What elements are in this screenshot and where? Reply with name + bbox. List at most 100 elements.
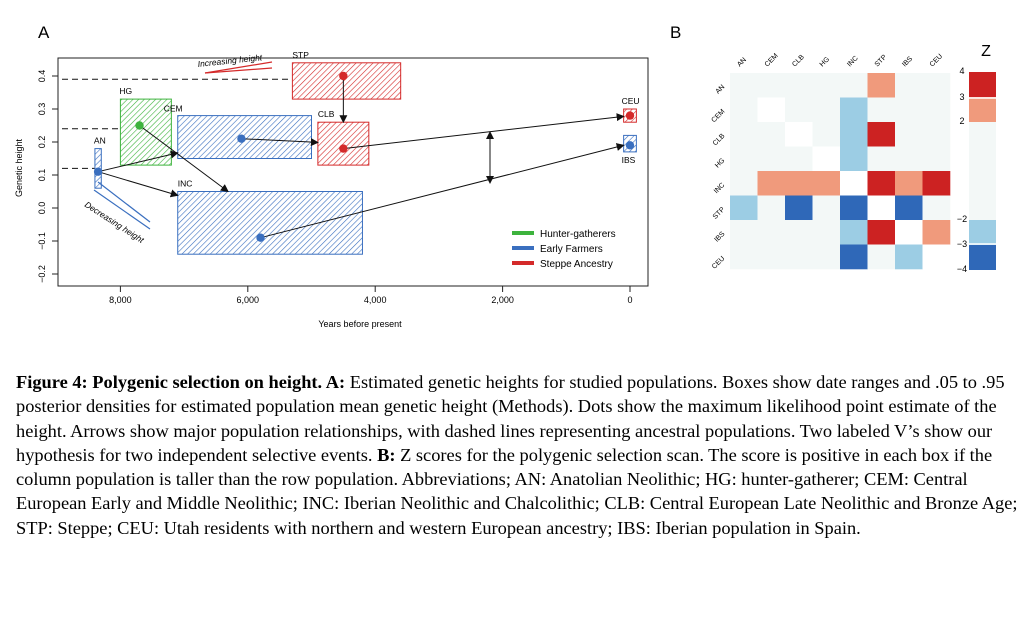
arrow-an-inc [97, 171, 179, 198]
point-ibs [625, 141, 635, 150]
heatmap-cell [867, 195, 896, 221]
increasing-line-lower [204, 67, 273, 74]
arrow-clb-ceu [343, 113, 625, 150]
heatmap-cell [867, 171, 896, 196]
box-hg [119, 98, 172, 166]
heatmap-cell [922, 171, 951, 196]
colorbar-tick-label: 2 [959, 116, 964, 126]
column-label-stp: STP [874, 54, 889, 69]
heatmap-cell [730, 97, 758, 123]
heatmap-cell [757, 244, 786, 270]
y-tick-label: −0.2 [37, 265, 47, 283]
y-tick-label: 0.0 [37, 202, 47, 215]
ancestral-dashed-lines [62, 78, 293, 169]
heatmap-cell [840, 146, 868, 172]
legend-label-early-farmers: Early Farmers [540, 244, 603, 255]
row-label-ibs: IBS [713, 230, 726, 243]
colorbar-segment [969, 72, 996, 97]
heatmap-cell [840, 122, 868, 147]
colorbar-tick-label: −3 [957, 239, 967, 249]
colorbar-segment [969, 97, 996, 122]
row-label-hg: HG [714, 157, 726, 169]
colorbar-segment [969, 122, 996, 220]
x-axis-label: Years before present [318, 319, 402, 329]
heatmap-cell [812, 146, 841, 172]
colorbar-title: Z [981, 43, 991, 60]
heatmap-cell [840, 97, 868, 123]
heatmap-cell [895, 171, 923, 196]
heatmap-cell [785, 171, 813, 196]
box-stp [291, 62, 402, 100]
colorbar-segment [969, 220, 996, 245]
heatmap-cell [757, 146, 786, 172]
heatmap-cell [785, 146, 813, 172]
y-tick-label: 0.2 [37, 136, 47, 149]
heatmap-cell [867, 73, 896, 98]
plot-frame [57, 57, 649, 287]
heatmap-cell [757, 73, 786, 98]
heatmap-cell [730, 73, 758, 98]
point-cem [237, 134, 246, 143]
column-label-clb: CLB [791, 54, 806, 69]
figure-4: A Genetic height Years before present 0.… [14, 23, 998, 329]
y-axis-label: Genetic height [14, 138, 24, 197]
heatmap-cell [867, 244, 896, 270]
colorbar: 4 3 2 −2 −3 −4 [957, 66, 998, 274]
heatmap-cell [730, 122, 758, 147]
heatmap-cell [922, 220, 951, 245]
heatmap-cell [867, 220, 896, 245]
x-tick-label: 8,000 [109, 295, 132, 305]
heatmap-cell [840, 73, 868, 98]
decreasing-height-label: Decreasing height [83, 199, 146, 245]
heatmap-cell [867, 97, 896, 123]
label-clb: CLB [318, 109, 335, 119]
heatmap-cell [785, 122, 813, 147]
colorbar-tick-label: −4 [957, 264, 967, 274]
decreasing-line-lower [93, 189, 151, 230]
arrow-an-cem [97, 150, 179, 173]
heatmap-cell [922, 146, 951, 172]
label-ibs: IBS [622, 155, 636, 165]
arrow-hg-inc [139, 125, 229, 193]
heatmap-cell [895, 73, 923, 98]
point-clb [339, 144, 348, 153]
colorbar-tick-label: 3 [959, 92, 964, 102]
heatmap-cell [840, 220, 868, 245]
y-tick-label: 0.1 [37, 169, 47, 182]
heatmap-cell [812, 171, 841, 196]
heatmap-cell [867, 146, 896, 172]
colorbar-tick-label: 4 [959, 66, 964, 76]
column-label-an: AN [736, 57, 748, 69]
figure-caption: Figure 4: Polygenic selection on height.… [16, 370, 1024, 540]
arrow-inc-ibs [260, 143, 625, 239]
heatmap-cell [730, 220, 758, 245]
heatmap-cell [812, 73, 841, 98]
row-label-an: AN [715, 84, 727, 96]
legend: Hunter-gatherers Early Farmers Steppe An… [512, 229, 616, 270]
heatmap-cell [785, 195, 813, 221]
heatmap-cell [757, 195, 786, 221]
heatmap-cell [730, 146, 758, 172]
heatmap-cell [757, 171, 786, 196]
heatmap-cell [757, 97, 786, 123]
caption-part-b: Z scores for the polygenic selection sca… [16, 444, 1018, 538]
label-ceu: CEU [622, 96, 640, 106]
heatmap-cell [922, 244, 951, 270]
colorbar-segment [969, 245, 996, 270]
label-hg: HG [119, 86, 132, 96]
heatmap-row-labels: AN CEM CLB HG INC STP IBS CEU [710, 84, 726, 271]
x-tick-label: 6,000 [237, 295, 260, 305]
heatmap-cell [812, 220, 841, 245]
column-label-ceu: CEU [929, 53, 944, 68]
panel-a: A Genetic height Years before present 0.… [14, 23, 649, 329]
point-estimates [93, 71, 635, 242]
relationship-arrows [97, 76, 625, 239]
heatmap-cell [730, 171, 758, 196]
heatmap-cell [812, 122, 841, 147]
y-tick-label: 0.3 [37, 103, 47, 116]
heatmap-cell [812, 244, 841, 270]
column-label-cem: CEM [764, 52, 780, 68]
population-labels: AN HG CEM INC STP CLB CEU IBS [94, 50, 640, 189]
y-axis-ticks: 0.4 0.3 0.2 0.1 0.0 −0.1 −0.2 [37, 70, 58, 283]
column-label-hg: HG [819, 56, 831, 68]
